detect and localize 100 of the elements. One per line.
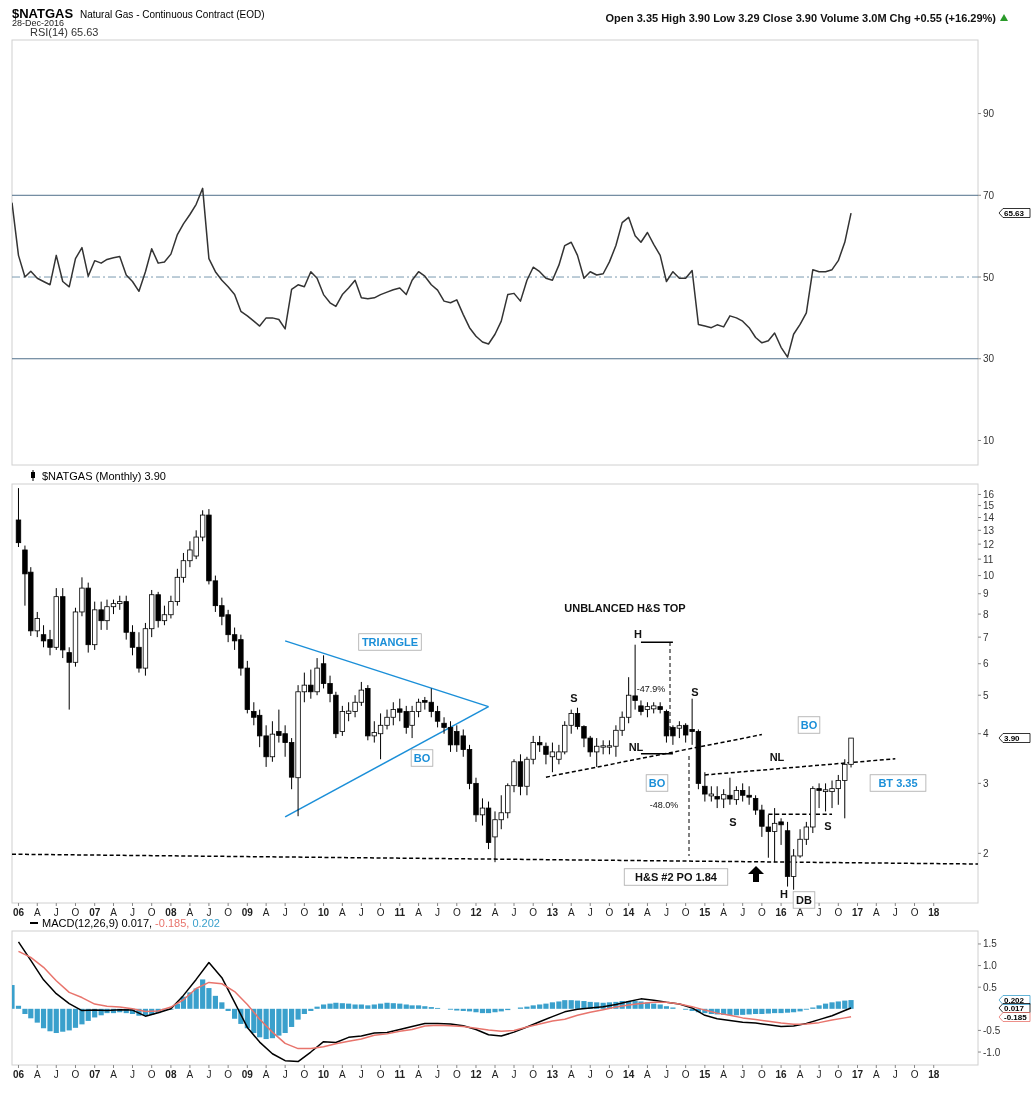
x-tick-label: A <box>796 1069 804 1080</box>
x-tick-label: 11 <box>394 907 406 918</box>
x-tick-label: 17 <box>851 1069 864 1080</box>
x-tick-label: J <box>740 907 746 918</box>
y-tick-label: 13 <box>983 524 995 536</box>
x-tick-label: A <box>33 1069 41 1080</box>
y-tick-label: 10 <box>983 434 995 446</box>
x-tick-label: O <box>224 907 233 918</box>
annotation: NL <box>628 740 644 753</box>
x-tick-label: J <box>587 907 593 918</box>
x-tick-label: 09 <box>241 907 254 918</box>
x-tick-label: A <box>491 1069 499 1080</box>
x-tick-label: 08 <box>165 1069 177 1080</box>
x-tick-label: A <box>720 1069 728 1080</box>
annotation: S <box>570 691 578 704</box>
x-tick-label: J <box>816 1069 822 1080</box>
x-tick-label: O <box>147 1069 156 1080</box>
text: -0.185, <box>152 917 190 929</box>
x-tick-label: J <box>129 907 135 918</box>
x-tick-label: A <box>186 907 194 918</box>
x-tick-label: A <box>720 907 728 918</box>
x-tick-label: J <box>435 1069 441 1080</box>
text: 28-Dec-2016 <box>12 18 65 28</box>
text: 0.017 <box>1004 1004 1025 1013</box>
x-tick-label: O <box>224 1069 233 1080</box>
y-tick-label: 1.5 <box>983 938 998 950</box>
chart-title: $NATGAS (Monthly) 3.90 <box>42 470 166 482</box>
annotation: BO <box>413 751 431 764</box>
annotation: H <box>634 627 643 640</box>
x-tick-label: O <box>71 1069 80 1080</box>
x-tick-label: 09 <box>241 1069 254 1080</box>
x-tick-label: A <box>33 907 41 918</box>
x-tick-label: J <box>358 907 364 918</box>
x-tick-label: J <box>816 907 822 918</box>
x-tick-label: J <box>511 1069 517 1080</box>
chart-title: $NATGAS <box>12 6 74 21</box>
x-tick-label: A <box>567 1069 575 1080</box>
x-tick-label: O <box>376 1069 385 1080</box>
chart-subtitle: Natural Gas - Continuous Contract (EOD) <box>80 9 265 20</box>
x-tick-label: 12 <box>470 907 482 918</box>
x-tick-label: O <box>605 907 614 918</box>
x-tick-label: O <box>300 907 309 918</box>
x-tick-label: 14 <box>623 1069 635 1080</box>
y-tick-label: 1.0 <box>983 960 998 972</box>
annotation: S <box>824 819 832 832</box>
x-tick-label: O <box>681 907 690 918</box>
x-tick-label: O <box>529 907 538 918</box>
x-tick-label: 15 <box>699 1069 711 1080</box>
text: -0.185 <box>1004 1013 1028 1022</box>
y-tick-label: 50 <box>983 271 995 283</box>
x-tick-label: J <box>206 907 212 918</box>
x-tick-label: 13 <box>546 1069 559 1080</box>
text: Open 3.35 High 3.90 Low 3.29 Close 3.90 Volume 3.0M Chg +0.55 (+16.29%) <box>605 12 997 24</box>
x-tick-label: J <box>663 1069 669 1080</box>
x-tick-label: A <box>262 907 270 918</box>
text: 0.202 <box>189 917 220 929</box>
x-tick-label: O <box>376 907 385 918</box>
x-tick-label: J <box>129 1069 135 1080</box>
y-tick-label: 8 <box>983 608 989 620</box>
annotation: -47.9% <box>636 684 666 695</box>
x-tick-label: J <box>282 907 288 918</box>
annotation: S <box>691 685 699 698</box>
y-tick-label: 3 <box>983 777 989 789</box>
x-tick-label: A <box>796 907 804 918</box>
x-tick-label: J <box>740 1069 746 1080</box>
y-tick-label: 15 <box>983 500 995 512</box>
annotation: H&S #2 PO 1.84 <box>635 870 718 883</box>
x-tick-label: A <box>644 907 652 918</box>
annotation: S <box>729 815 737 828</box>
x-tick-label: 14 <box>623 907 635 918</box>
x-tick-label: 18 <box>928 1069 940 1080</box>
annotation: TRIANGLE <box>361 635 419 648</box>
x-tick-label: 06 <box>12 907 25 918</box>
y-tick-label: -0.5 <box>983 1024 1001 1036</box>
y-tick-label: 16 <box>983 488 995 500</box>
x-tick-label: O <box>529 1069 538 1080</box>
x-tick-label: A <box>872 907 880 918</box>
x-tick-label: J <box>53 1069 59 1080</box>
text: 3.90 <box>1004 734 1021 743</box>
chart-title: MACD(12,26,9) <box>42 917 119 929</box>
y-tick-label: 10 <box>983 570 995 582</box>
x-tick-label: A <box>567 907 575 918</box>
x-tick-label: A <box>415 907 423 918</box>
text: 0.202 <box>1004 996 1025 1005</box>
x-tick-label: O <box>910 1069 919 1080</box>
x-tick-label: O <box>605 1069 614 1080</box>
x-tick-label: J <box>892 1069 898 1080</box>
x-tick-label: J <box>511 907 517 918</box>
x-tick-label: 17 <box>851 907 864 918</box>
x-tick-label: O <box>910 907 919 918</box>
x-tick-label: J <box>53 907 59 918</box>
x-tick-label: O <box>834 1069 843 1080</box>
x-tick-label: 16 <box>775 907 788 918</box>
x-tick-label: O <box>834 907 843 918</box>
x-tick-label: 06 <box>12 1069 25 1080</box>
x-tick-label: O <box>452 1069 461 1080</box>
x-tick-label: O <box>757 1069 766 1080</box>
text: 65.63 <box>1004 209 1025 218</box>
y-tick-label: 9 <box>983 588 989 600</box>
x-tick-label: 08 <box>165 907 177 918</box>
